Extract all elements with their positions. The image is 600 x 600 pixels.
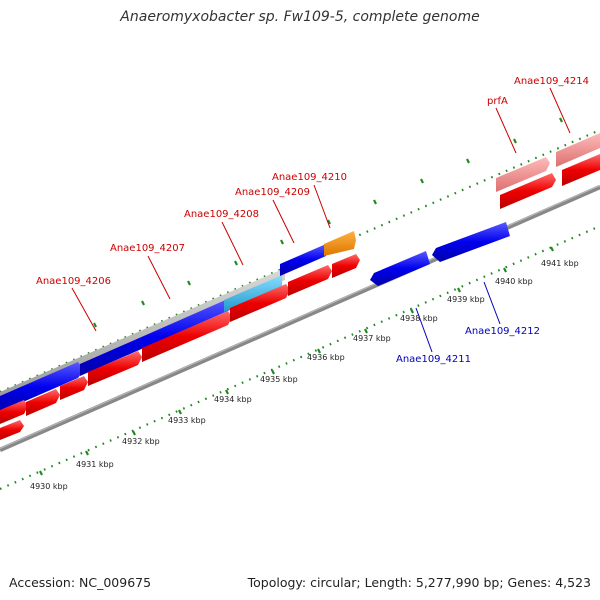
gene-label-prfA[interactable]: prfA <box>487 96 508 107</box>
forward-right-genes <box>496 133 600 209</box>
gene-label-anae109-4212[interactable]: Anae109_4212 <box>465 326 540 337</box>
gene-label-anae109-4208[interactable]: Anae109_4208 <box>184 209 259 220</box>
forward-major-ticks <box>93 117 563 328</box>
gene-red-4214 <box>562 154 600 186</box>
gene-red-6 <box>142 311 232 362</box>
kbp-label-4936: 4936 kbp <box>307 353 345 362</box>
reverse-leader-lines <box>415 281 501 353</box>
genome-title: Anaeromyxobacter sp. Fw109-5, complete g… <box>120 9 480 25</box>
genome-backbone <box>0 184 600 453</box>
forward-leader-lines <box>71 87 571 332</box>
gene-label-anae109-4209[interactable]: Anae109_4209 <box>235 187 310 198</box>
forward-lower-lane <box>0 254 360 440</box>
forward-gene-labels: Anae109_4206 Anae109_4207 Anae109_4208 A… <box>36 76 589 287</box>
kbp-label-4934: 4934 kbp <box>214 395 252 404</box>
gene-red-3 <box>26 389 60 416</box>
gene-red-prfA <box>500 173 556 209</box>
forward-upper-lane <box>0 231 356 412</box>
gene-blue-4211 <box>370 251 430 286</box>
gene-label-anae109-4207[interactable]: Anae109_4207 <box>110 243 185 254</box>
gene-orange-4210 <box>324 231 356 256</box>
reverse-major-ticks <box>39 246 554 476</box>
gene-pink-4214 <box>556 133 600 167</box>
gene-blue-4209 <box>280 244 326 276</box>
genome-backbone-highlight <box>0 185 600 449</box>
forward-tick-axis <box>0 128 600 394</box>
kbp-label-4931: 4931 kbp <box>76 460 114 469</box>
kbp-label-4930: 4930 kbp <box>30 482 68 491</box>
gene-red-2 <box>0 420 24 440</box>
kbp-label-4937: 4937 kbp <box>353 334 391 343</box>
kbp-labels: 4930 kbp 4931 kbp 4932 kbp 4933 kbp 4934… <box>30 259 579 491</box>
kbp-label-4939: 4939 kbp <box>447 295 485 304</box>
gene-pink-prfA <box>496 157 550 192</box>
gene-red-7 <box>230 284 290 322</box>
gene-red-4 <box>60 376 88 400</box>
reverse-lane <box>370 222 510 286</box>
gene-label-anae109-4206[interactable]: Anae109_4206 <box>36 276 111 287</box>
kbp-label-4933: 4933 kbp <box>168 416 206 425</box>
reverse-gene-labels: Anae109_4211 Anae109_4212 <box>396 326 540 365</box>
gene-red-8 <box>288 265 332 296</box>
gene-blue-4207 <box>80 298 230 376</box>
gene-cyan-4208 <box>224 275 282 312</box>
kbp-label-4940: 4940 kbp <box>495 277 533 286</box>
accession-label: Accession: NC_009675 <box>9 575 152 590</box>
genome-summary: Topology: circular; Length: 5,277,990 bp… <box>247 575 591 590</box>
gene-label-anae109-4211[interactable]: Anae109_4211 <box>396 354 471 365</box>
gene-label-anae109-4210[interactable]: Anae109_4210 <box>272 172 347 183</box>
kbp-label-4932: 4932 kbp <box>122 437 160 446</box>
kbp-label-4938: 4938 kbp <box>400 314 438 323</box>
gene-red-5 <box>88 351 142 386</box>
gene-red-9 <box>332 254 360 278</box>
gene-label-anae109-4214[interactable]: Anae109_4214 <box>514 76 589 87</box>
gene-red-1 <box>0 400 28 424</box>
kbp-label-4935: 4935 kbp <box>260 375 298 384</box>
gene-blue-upper-left <box>0 362 84 412</box>
gene-blue-4212 <box>432 222 510 262</box>
kbp-label-4941: 4941 kbp <box>541 259 579 268</box>
